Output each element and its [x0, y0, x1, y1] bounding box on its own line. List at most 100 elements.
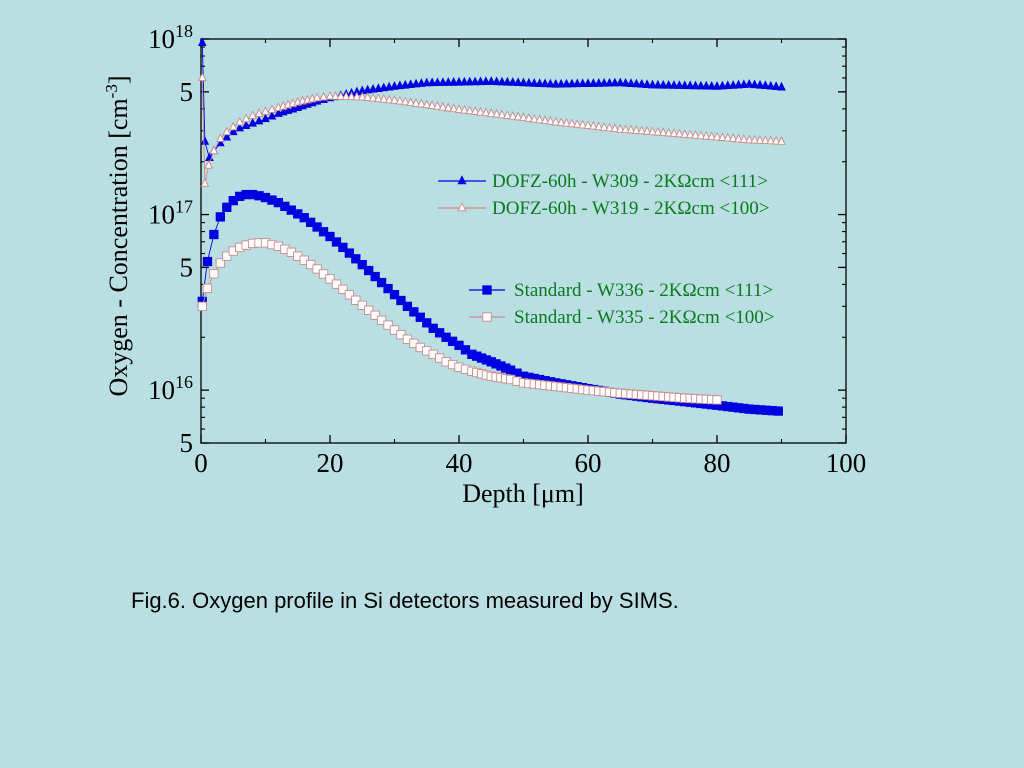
data-point: [402, 301, 413, 312]
data-point: [761, 80, 770, 90]
data-point: [248, 117, 257, 127]
data-point: [202, 256, 213, 267]
data-point: [572, 119, 582, 128]
data-point: [427, 100, 437, 109]
data-point: [551, 78, 561, 88]
data-point: [449, 77, 458, 86]
data-point: [680, 80, 690, 90]
data-point: [476, 76, 485, 86]
data-point: [204, 160, 214, 169]
data-point: [383, 320, 393, 330]
data-point: [400, 96, 410, 106]
data-point: [691, 80, 700, 90]
x-tick-label: 40: [446, 448, 473, 478]
series-group: [197, 72, 786, 187]
data-point: [368, 84, 378, 93]
data-point: [396, 295, 406, 306]
data-point: [465, 105, 475, 115]
legend-entry: DOFZ-60h - W309 - 2KΩcm <111>: [438, 171, 768, 192]
data-point: [374, 83, 383, 92]
data-point: [610, 123, 620, 132]
data-point: [364, 265, 374, 276]
legend-entry: DOFZ-60h - W319 - 2KΩcm <100>: [438, 198, 769, 219]
data-point: [267, 104, 277, 113]
data-point: [465, 76, 475, 86]
y-tick-label: 5: [180, 252, 194, 282]
y-tick-label: 5: [180, 77, 194, 107]
data-point: [497, 109, 507, 119]
data-point: [318, 227, 329, 237]
data-point: [347, 91, 356, 101]
data-point: [492, 108, 501, 118]
data-point: [417, 78, 426, 87]
data-point: [197, 72, 207, 82]
data-point: [376, 315, 387, 325]
data-point: [583, 120, 593, 129]
data-point: [594, 78, 604, 87]
data-point: [771, 135, 781, 145]
data-point: [750, 79, 759, 89]
data-point: [390, 81, 399, 90]
data-point: [241, 113, 251, 123]
data-point: [777, 81, 786, 91]
data-series: [197, 37, 786, 416]
y-tick-label: 5: [180, 428, 194, 458]
data-point: [411, 98, 421, 107]
data-point: [415, 312, 425, 322]
data-point: [712, 81, 722, 90]
data-point: [508, 77, 518, 86]
data-point: [675, 80, 684, 89]
data-point: [417, 98, 426, 108]
data-point: [374, 93, 383, 103]
data-point: [197, 301, 207, 312]
data-point: [254, 115, 264, 125]
y-tick-label: 1017: [148, 197, 193, 230]
data-point: [626, 124, 636, 134]
data-point: [228, 121, 238, 131]
data-point: [594, 121, 604, 131]
data-point: [524, 113, 534, 122]
data-point: [351, 295, 361, 305]
data-point: [370, 310, 380, 320]
data-point: [312, 264, 322, 274]
data-point: [209, 145, 219, 155]
legend-marker: [482, 285, 492, 295]
x-tick-label: 0: [194, 448, 208, 478]
y-tick-label: 1016: [148, 372, 193, 405]
data-point: [658, 79, 668, 89]
data-point: [197, 37, 207, 46]
data-point: [696, 130, 706, 140]
data-point: [384, 81, 394, 91]
data-point: [200, 178, 210, 187]
data-point: [409, 307, 419, 317]
data-point: [777, 136, 786, 145]
data-point: [341, 91, 351, 101]
data-point: [578, 119, 587, 129]
legend-marker: [457, 175, 467, 185]
data-point: [599, 77, 609, 87]
data-point: [723, 132, 733, 142]
legend-label: Standard - W336 - 2KΩcm <111>: [514, 280, 773, 301]
data-point: [513, 77, 523, 87]
data-point: [658, 127, 668, 137]
data-point: [685, 129, 695, 139]
legend-label: DOFZ-60h - W309 - 2KΩcm <111>: [492, 171, 768, 192]
series-group: [197, 37, 786, 162]
data-point: [325, 274, 335, 284]
data-point: [427, 77, 437, 87]
legend-marker: [457, 202, 467, 212]
data-point: [379, 82, 389, 92]
data-point: [669, 128, 679, 137]
data-point: [744, 78, 754, 88]
data-point: [519, 112, 528, 122]
data-point: [215, 258, 225, 268]
data-point: [540, 115, 550, 124]
data-point: [319, 91, 328, 101]
data-point: [209, 229, 219, 240]
data-point: [443, 77, 453, 86]
data-point: [357, 91, 367, 101]
x-tick-label: 100: [826, 448, 867, 478]
data-point: [351, 254, 361, 264]
data-point: [739, 134, 749, 143]
data-point: [331, 237, 342, 247]
